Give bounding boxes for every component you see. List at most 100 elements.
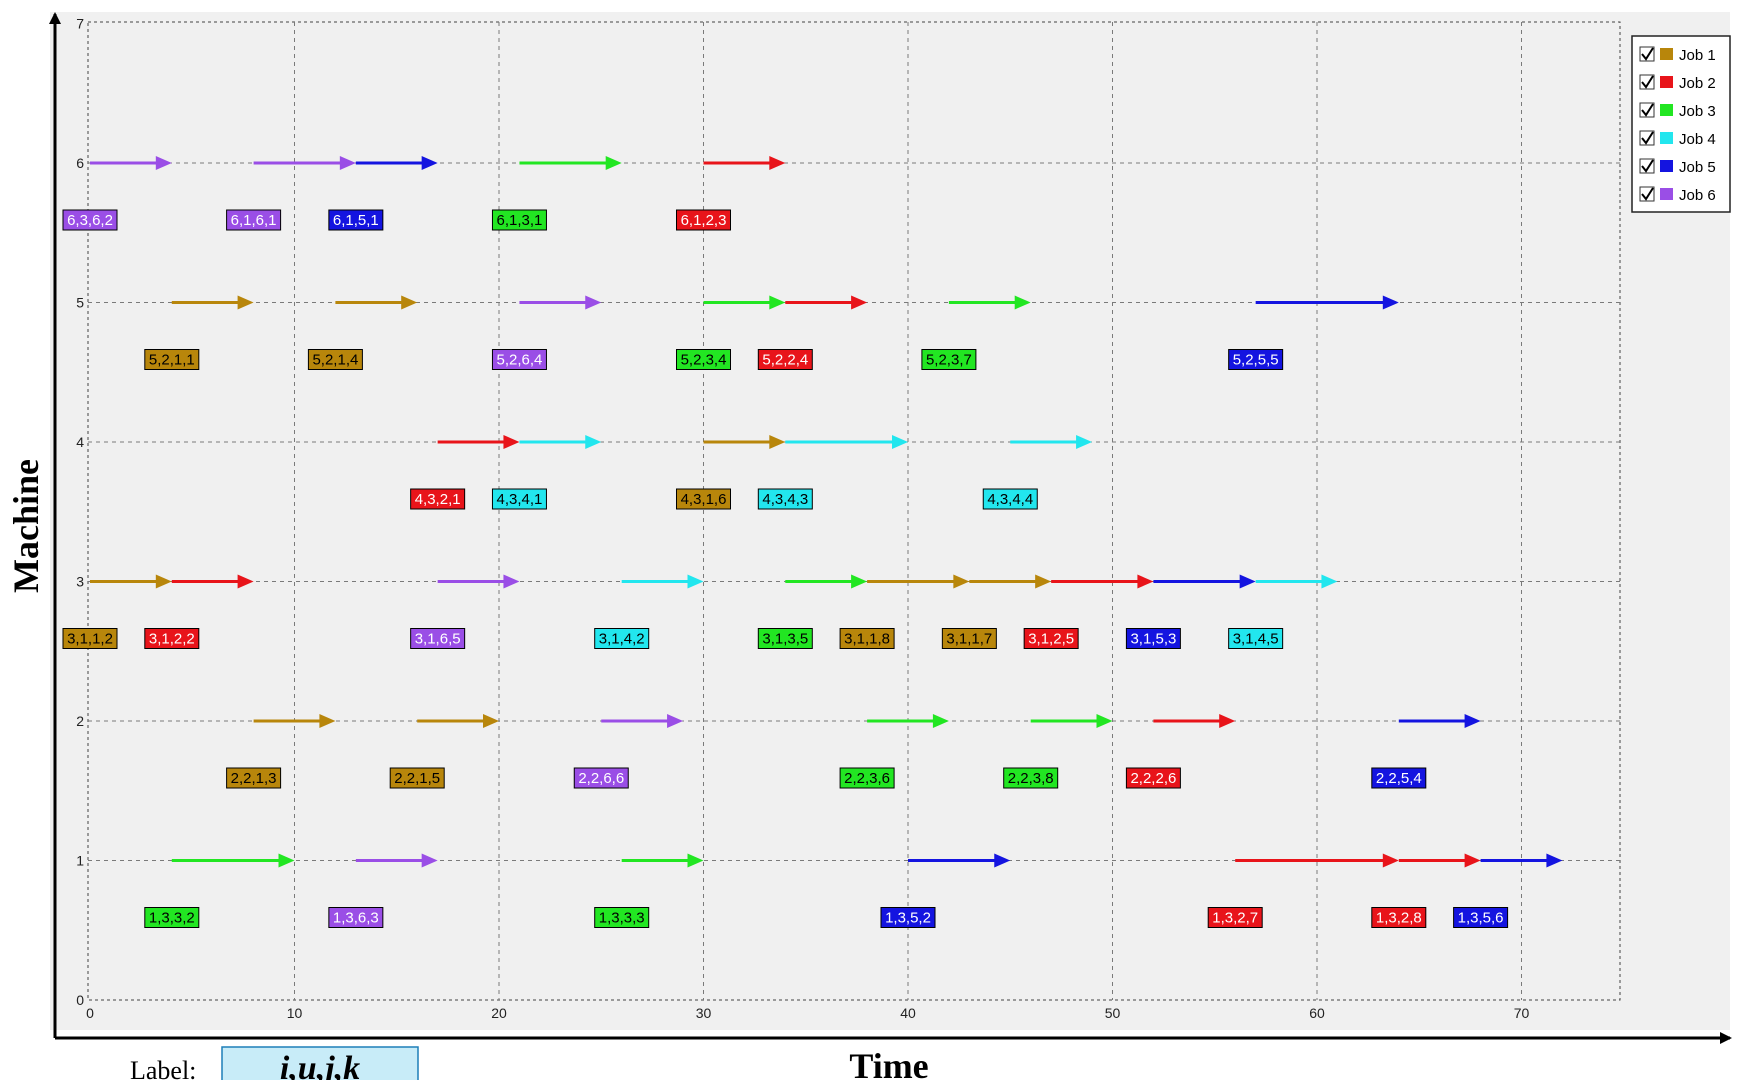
operation-arrowhead xyxy=(953,574,970,589)
operation-label-box xyxy=(573,767,629,789)
operation-label: 6,1,6,1 xyxy=(231,212,277,229)
operation-4-3-2-1: 4,3,2,1 xyxy=(410,435,520,510)
legend-item-job-3[interactable]: Job 3 xyxy=(1639,102,1716,120)
operation-label-box xyxy=(1003,767,1059,789)
operation-6-1-2-3: 6,1,2,3 xyxy=(676,156,786,231)
operation-label-box xyxy=(839,628,895,649)
operation-arrowhead xyxy=(237,574,254,589)
operation-4-3-4-3: 4,3,4,3 xyxy=(757,435,908,510)
operation-label-box xyxy=(226,209,282,231)
operation-label-box xyxy=(757,488,813,510)
operation-label: 4,3,4,4 xyxy=(987,491,1033,508)
operation-arrowhead xyxy=(1219,714,1236,728)
legend-swatch xyxy=(1660,48,1673,60)
operation-2-2-1-5: 2,2,1,5 xyxy=(389,714,499,789)
operation-label: 2,2,5,4 xyxy=(1376,770,1422,787)
operation-label-box xyxy=(839,767,895,789)
operation-arrowhead xyxy=(1464,714,1481,728)
check-icon xyxy=(1641,75,1654,89)
operation-label-box xyxy=(982,488,1038,510)
legend-label: Job 5 xyxy=(1679,159,1716,176)
operation-arrowhead xyxy=(585,295,602,310)
tick-labels: 0 10 20 30 40 50 60 70 0 1 2 3 4 5 6 7 xyxy=(76,16,1529,1022)
operation-5-2-3-7: 5,2,3,7 xyxy=(921,295,1031,370)
operation-5-2-5-5: 5,2,5,5 xyxy=(1228,295,1399,370)
operation-arrowhead xyxy=(339,156,356,170)
operation-label: 3,1,4,2 xyxy=(599,631,645,648)
operation-arrowhead xyxy=(1382,295,1399,310)
operation-1-3-6-3: 1,3,6,3 xyxy=(328,853,438,928)
operation-arrowhead xyxy=(687,853,704,868)
operation-label-box xyxy=(62,628,118,649)
y-tick-label: 2 xyxy=(76,713,84,729)
operation-label: 2,2,3,6 xyxy=(844,770,890,787)
operation-label-box xyxy=(1125,628,1181,649)
y-tick-label: 0 xyxy=(76,992,84,1008)
operation-arrowhead xyxy=(319,714,336,728)
legend-swatch xyxy=(1660,132,1673,144)
operation-label: 2,2,6,6 xyxy=(578,770,624,787)
operation-label-box xyxy=(307,349,363,370)
operation-arrowhead xyxy=(892,435,908,449)
operation-label: 3,1,1,7 xyxy=(946,631,992,648)
operation-label: 3,1,5,3 xyxy=(1130,631,1176,648)
operation-arrowhead xyxy=(851,295,868,310)
x-tick-label: 10 xyxy=(287,1005,303,1021)
legend-label: Job 3 xyxy=(1679,103,1716,120)
operation-label-box xyxy=(62,209,118,231)
operation-label-box xyxy=(1453,907,1509,928)
operation-arrowhead xyxy=(237,295,254,310)
x-tick-label: 70 xyxy=(1514,1005,1530,1021)
operation-6-1-3-1: 6,1,3,1 xyxy=(491,156,622,231)
operation-label-box xyxy=(676,349,731,370)
label-key-box xyxy=(221,1046,419,1085)
operation-arrowhead xyxy=(769,295,786,310)
legend-item-job-4[interactable]: Job 4 xyxy=(1639,130,1716,148)
operation-label-box xyxy=(410,488,466,510)
operation-label-box xyxy=(328,907,384,928)
operation-arrowhead xyxy=(1076,435,1093,449)
operation-arrowhead xyxy=(994,853,1011,868)
operation-5-2-1-4: 5,2,1,4 xyxy=(307,295,418,370)
y-axis-title: Machine xyxy=(6,459,46,593)
operation-arrowhead xyxy=(278,853,295,868)
operation-label-box xyxy=(144,628,200,649)
operation-arrowhead xyxy=(585,435,602,449)
operation-label: 4,3,4,1 xyxy=(497,491,543,508)
operation-label: 3,1,2,5 xyxy=(1028,631,1074,648)
operation-1-3-2-8: 1,3,2,8 xyxy=(1371,853,1481,928)
y-tick-label: 1 xyxy=(76,853,84,869)
operation-label: 5,2,2,4 xyxy=(762,352,808,369)
operation-2-2-5-4: 2,2,5,4 xyxy=(1371,714,1481,789)
operation-label: 4,3,1,6 xyxy=(681,491,727,508)
operation-3-1-2-2: 3,1,2,2 xyxy=(144,574,254,649)
operation-label: 6,3,6,2 xyxy=(67,212,113,229)
operation-5-2-3-4: 5,2,3,4 xyxy=(676,295,786,370)
legend-item-job-1[interactable]: Job 1 xyxy=(1639,46,1716,64)
operation-3-1-4-5: 3,1,4,5 xyxy=(1228,574,1338,649)
operation-arrowhead xyxy=(421,853,438,868)
operation-2-2-3-8: 2,2,3,8 xyxy=(1003,714,1113,789)
legend-label: Job 4 xyxy=(1679,131,1716,148)
y-tick-label: 5 xyxy=(76,295,84,311)
operation-arrowhead xyxy=(1546,853,1563,868)
operation-label: 1,3,3,3 xyxy=(599,910,645,927)
operation-2-2-1-3: 2,2,1,3 xyxy=(226,714,336,789)
operation-2-2-3-6: 2,2,3,6 xyxy=(839,714,949,789)
operation-2-2-2-6: 2,2,2,6 xyxy=(1125,714,1236,789)
operation-label-box xyxy=(1228,349,1284,370)
operation-label-box xyxy=(144,349,200,370)
legend-item-job-2[interactable]: Job 2 xyxy=(1639,74,1716,92)
operation-label: 1,3,2,8 xyxy=(1376,910,1422,927)
operation-arrowhead xyxy=(667,714,684,728)
label-key-sample: i,u,j,k xyxy=(280,1050,360,1080)
check-icon xyxy=(1641,131,1654,145)
operation-label: 3,1,4,5 xyxy=(1233,631,1279,648)
legend-item-job-5[interactable]: Job 5 xyxy=(1639,158,1716,176)
operation-label: 6,1,5,1 xyxy=(333,212,379,229)
operation-label: 1,3,5,2 xyxy=(885,910,931,927)
operation-arrowhead xyxy=(605,156,622,170)
legend-item-job-6[interactable]: Job 6 xyxy=(1639,186,1716,204)
operation-label-box xyxy=(757,349,813,370)
